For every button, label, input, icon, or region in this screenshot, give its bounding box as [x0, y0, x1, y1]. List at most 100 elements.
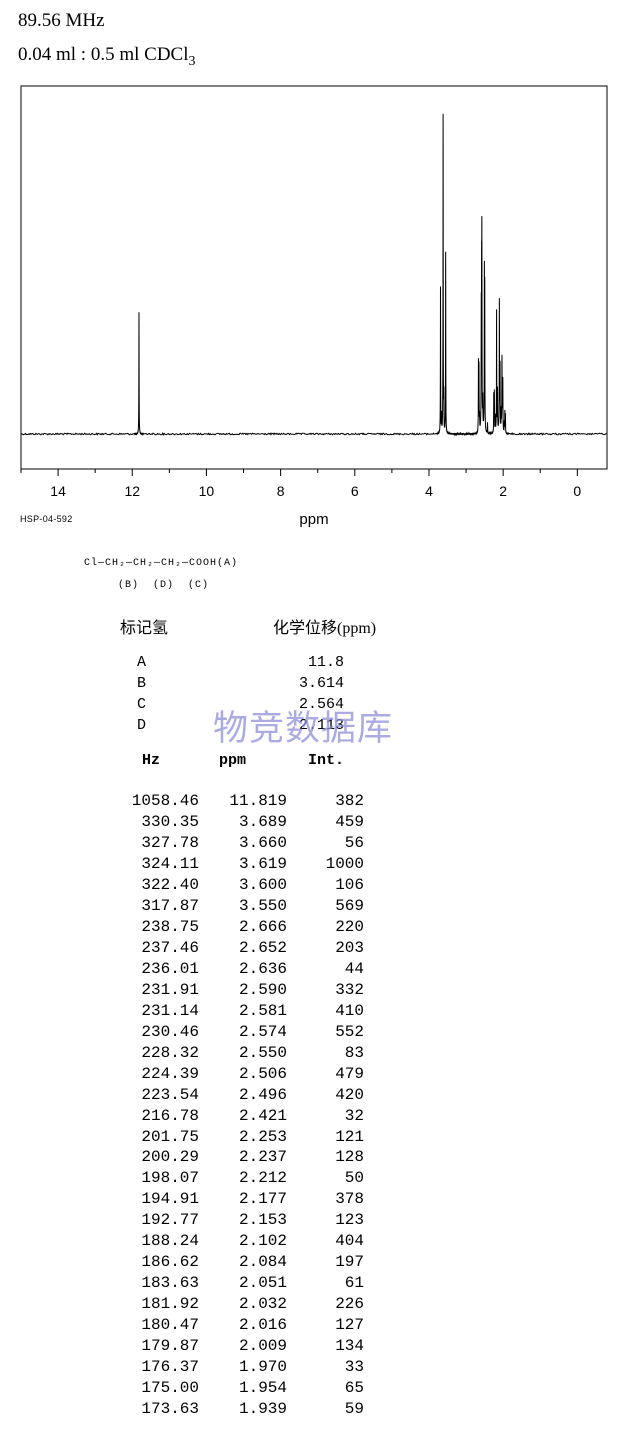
peak-intensity: 420	[335, 1086, 364, 1104]
peak-row: 330.35 3.689 459	[0, 813, 400, 834]
peak-intensity: 123	[335, 1211, 364, 1229]
peak-ppm: 3.550	[238, 897, 287, 915]
peak-ppm: 2.153	[238, 1211, 287, 1229]
x-tick-label: 6	[351, 483, 359, 499]
peak-hz: 1058.46	[131, 792, 199, 810]
peak-row: 230.46 2.574 552	[0, 1023, 400, 1044]
peak-hz: 183.63	[141, 1274, 199, 1292]
peak-header-hz: Hz	[142, 752, 161, 769]
peak-row: 186.62 2.084 197	[0, 1253, 400, 1274]
nmr-spectrum-chart: 14 12 10 8 6 4 2 0 ppm	[20, 85, 608, 528]
peak-intensity: 197	[335, 1253, 364, 1271]
peak-ppm: 2.051	[238, 1274, 287, 1292]
watermark: 物竞数据库	[213, 709, 394, 748]
peak-row: 216.78 2.421 32	[0, 1107, 400, 1128]
peak-hz: 180.47	[141, 1316, 199, 1334]
peak-intensity: 127	[335, 1316, 364, 1334]
peak-ppm: 1.954	[238, 1379, 287, 1397]
peak-hz: 194.91	[141, 1190, 199, 1208]
peak-hz: 330.35	[141, 813, 199, 831]
peak-hz: 231.91	[141, 981, 199, 999]
peak-ppm: 3.689	[238, 813, 287, 831]
peak-intensity: 59	[344, 1400, 364, 1418]
peak-ppm: 1.970	[238, 1358, 287, 1376]
peak-intensity: 332	[335, 981, 364, 999]
assignment-proton: B	[137, 675, 147, 692]
peak-ppm: 2.032	[238, 1295, 287, 1313]
peak-row: 327.78 3.660 56	[0, 834, 400, 855]
peak-ppm: 2.550	[238, 1044, 287, 1062]
peak-intensity: 65	[344, 1379, 364, 1397]
peak-hz: 230.46	[141, 1023, 199, 1041]
peak-hz: 322.40	[141, 876, 199, 894]
peak-ppm: 2.016	[238, 1316, 287, 1334]
peak-intensity: 410	[335, 1002, 364, 1020]
peak-row: 223.54 2.496 420	[0, 1086, 400, 1107]
peak-intensity: 382	[335, 792, 364, 810]
peak-intensity: 569	[335, 897, 364, 915]
peak-intensity: 1000	[325, 855, 364, 873]
peak-ppm: 11.819	[229, 792, 287, 810]
assignment-shift: 2.113	[298, 717, 344, 734]
peak-ppm: 2.084	[238, 1253, 287, 1271]
peak-header-ppm: ppm	[219, 752, 247, 769]
peak-row: 201.75 2.253 121	[0, 1128, 400, 1149]
peak-intensity: 32	[344, 1107, 364, 1125]
x-tick-label: 12	[124, 483, 140, 499]
peak-row: 188.24 2.102 404	[0, 1232, 400, 1253]
peak-ppm: 2.237	[238, 1148, 287, 1166]
peak-hz: 317.87	[141, 897, 199, 915]
peak-intensity: 203	[335, 939, 364, 957]
x-tick-label: 0	[573, 483, 581, 499]
assignment-row: C 2.564	[0, 696, 400, 716]
peak-intensity: 128	[335, 1148, 364, 1166]
peak-intensity: 44	[344, 960, 364, 978]
assignment-row: A 11.8	[0, 654, 400, 674]
peak-hz: 175.00	[141, 1379, 199, 1397]
peak-hz: 186.62	[141, 1253, 199, 1271]
peak-row: 224.39 2.506 479	[0, 1065, 400, 1086]
peak-hz: 237.46	[141, 939, 199, 957]
peak-hz: 198.07	[141, 1169, 199, 1187]
peak-intensity: 61	[344, 1274, 364, 1292]
peak-hz: 236.01	[141, 960, 199, 978]
peak-intensity: 404	[335, 1232, 364, 1250]
peak-row: 179.87 2.009 134	[0, 1337, 400, 1358]
peak-row: 198.07 2.212 50	[0, 1169, 400, 1190]
peak-ppm: 2.212	[238, 1169, 287, 1187]
peak-hz: 181.92	[141, 1295, 199, 1313]
peak-hz: 231.14	[141, 1002, 199, 1020]
x-axis-label: ppm	[299, 511, 328, 528]
peak-hz: 201.75	[141, 1128, 199, 1146]
x-axis-ticks: 14 12 10 8 6 4 2 0	[20, 469, 581, 499]
assignment-header-shift: 化学位移(ppm)	[273, 620, 377, 637]
peak-ppm: 2.496	[238, 1086, 287, 1104]
peak-row: 194.91 2.177 378	[0, 1190, 400, 1211]
peak-ppm: 1.939	[238, 1400, 287, 1418]
peak-row: 324.11 3.619 1000	[0, 855, 400, 876]
peak-row: 175.00 1.954 65	[0, 1379, 400, 1400]
assignment-row: B 3.614	[0, 675, 400, 695]
peak-hz: 200.29	[141, 1148, 199, 1166]
peak-ppm: 3.619	[238, 855, 287, 873]
peak-intensity: 479	[335, 1065, 364, 1083]
peak-row: 236.01 2.636 44	[0, 960, 400, 981]
x-tick-label: 8	[277, 483, 285, 499]
peak-intensity: 50	[344, 1169, 364, 1187]
peak-ppm: 2.574	[238, 1023, 287, 1041]
peak-row: 317.87 3.550 569	[0, 897, 400, 918]
assignment-shift: 2.564	[298, 696, 344, 713]
peak-ppm: 2.506	[238, 1065, 287, 1083]
structure-proton-labels: (B) (D) (C)	[118, 580, 210, 591]
peak-ppm: 2.253	[238, 1128, 287, 1146]
peak-ppm: 2.590	[238, 981, 287, 999]
peak-row: 192.77 2.153 123	[0, 1211, 400, 1232]
peak-ppm: 2.177	[238, 1190, 287, 1208]
peak-hz: 216.78	[141, 1107, 199, 1125]
peak-ppm: 3.600	[238, 876, 287, 894]
peak-ppm: 3.660	[238, 834, 287, 852]
peak-hz: 173.63	[141, 1400, 199, 1418]
peak-ppm: 2.636	[238, 960, 287, 978]
structure-formula: Cl—CH₂—CH₂—CH₂—COOH(A)	[84, 558, 239, 569]
peak-hz: 176.37	[141, 1358, 199, 1376]
